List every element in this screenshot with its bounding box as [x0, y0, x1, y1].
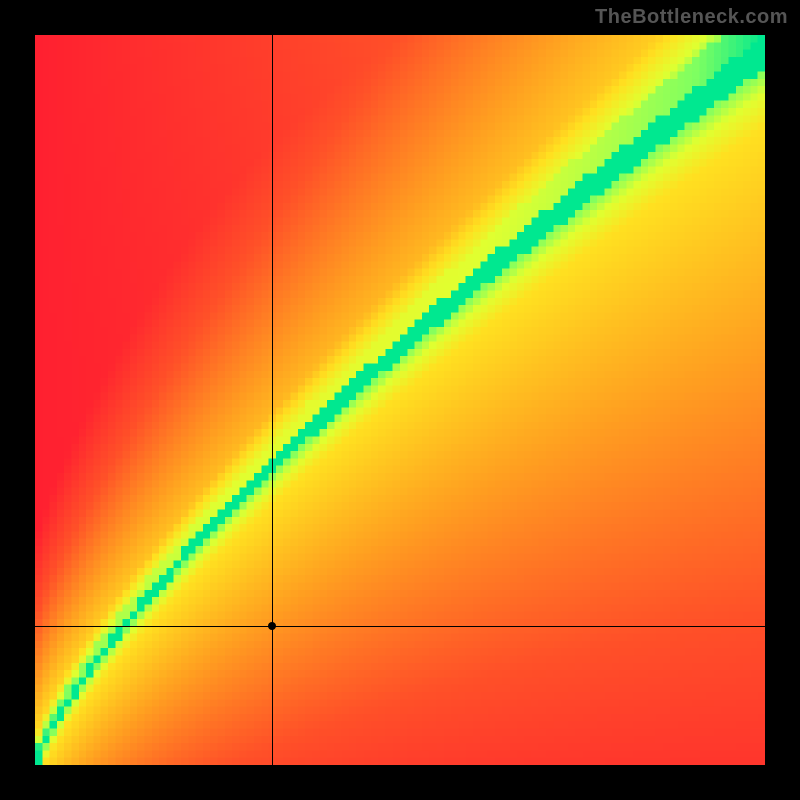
figure-container: TheBottleneck.com: [0, 0, 800, 800]
crosshair-vertical: [272, 35, 273, 765]
crosshair-marker-dot: [268, 622, 276, 630]
watermark-text: TheBottleneck.com: [595, 6, 788, 29]
heatmap-canvas: [35, 35, 765, 765]
plot-area: [35, 35, 765, 765]
crosshair-horizontal: [35, 626, 765, 627]
